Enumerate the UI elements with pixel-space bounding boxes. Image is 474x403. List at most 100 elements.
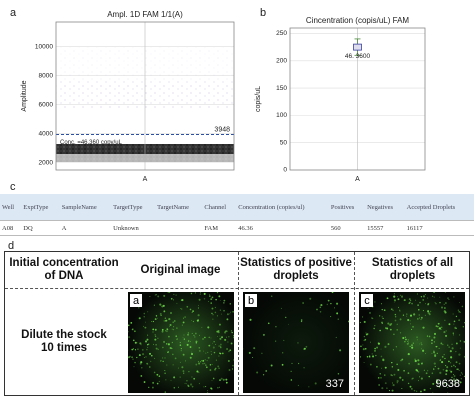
droplet — [457, 309, 460, 311]
column-header: Initial concentration of DNA — [9, 257, 119, 282]
droplet — [463, 375, 466, 378]
droplet — [206, 360, 208, 362]
droplet — [438, 347, 440, 349]
droplet — [401, 379, 404, 381]
droplet — [384, 382, 387, 385]
droplet — [171, 328, 173, 330]
droplet — [396, 296, 399, 298]
droplet — [218, 367, 220, 370]
droplet — [434, 302, 436, 304]
droplet — [196, 370, 199, 373]
droplet — [428, 313, 431, 316]
droplet — [445, 369, 448, 372]
droplet — [149, 352, 151, 355]
droplet — [175, 335, 178, 337]
droplet — [407, 339, 409, 341]
droplet — [209, 369, 212, 371]
droplet — [138, 307, 140, 309]
droplet — [337, 318, 339, 320]
droplet — [417, 363, 420, 366]
droplet — [393, 373, 396, 376]
droplet — [218, 295, 221, 298]
droplet — [248, 351, 251, 354]
droplet — [456, 379, 459, 381]
droplet — [446, 383, 448, 386]
droplet — [404, 340, 406, 343]
droplet — [460, 378, 462, 380]
droplet — [396, 382, 398, 384]
background — [243, 292, 349, 393]
droplet — [168, 335, 170, 338]
droplet — [393, 295, 396, 298]
droplet — [160, 314, 162, 316]
micrograph: b 337 — [241, 285, 355, 398]
droplet — [143, 316, 145, 318]
droplet — [183, 372, 185, 374]
droplet — [393, 301, 395, 303]
droplet — [364, 347, 367, 350]
droplet — [189, 340, 191, 342]
droplet — [209, 294, 211, 296]
droplet — [381, 387, 384, 390]
droplet — [433, 368, 435, 370]
droplet — [231, 368, 234, 370]
droplet — [212, 377, 215, 380]
droplet — [219, 309, 221, 311]
droplet — [226, 318, 229, 321]
droplet — [440, 306, 443, 309]
droplet — [136, 356, 138, 359]
droplet — [162, 346, 164, 349]
droplet — [200, 292, 202, 294]
droplet — [459, 374, 461, 376]
droplet — [403, 299, 406, 302]
droplet — [217, 330, 220, 332]
droplet — [401, 358, 404, 361]
droplet — [327, 299, 330, 302]
droplet — [418, 371, 420, 373]
droplet — [452, 334, 454, 336]
droplet — [379, 329, 381, 332]
droplet — [232, 311, 234, 313]
table-cell: A — [59, 220, 112, 236]
droplet — [418, 308, 420, 311]
droplet — [441, 361, 444, 364]
droplet — [399, 318, 402, 321]
charts: a b c Ampl. 1D FAM 1/1(A)Amplitude200040… — [10, 7, 426, 192]
droplet — [181, 366, 184, 369]
header-cell: Concentration (copies/ul) — [236, 194, 329, 221]
droplet — [172, 364, 174, 366]
droplet — [408, 302, 410, 304]
droplet — [203, 350, 205, 352]
droplet — [458, 311, 460, 313]
droplet — [393, 333, 395, 335]
droplet — [408, 362, 410, 365]
droplet — [458, 319, 461, 322]
droplet — [366, 333, 369, 335]
droplet — [387, 343, 390, 346]
droplet — [444, 357, 446, 360]
droplet — [184, 382, 186, 384]
background — [359, 292, 465, 393]
droplet — [409, 320, 411, 322]
droplet — [226, 348, 229, 350]
droplet — [131, 348, 133, 351]
droplet — [411, 302, 413, 305]
droplet — [455, 315, 458, 318]
droplet — [229, 349, 232, 352]
droplet — [415, 299, 417, 301]
droplet — [194, 336, 196, 338]
droplet — [380, 355, 383, 358]
droplet — [180, 308, 182, 309]
droplet — [454, 366, 456, 368]
droplet — [145, 340, 148, 343]
droplet — [429, 310, 432, 313]
droplet — [164, 391, 167, 393]
droplet — [420, 342, 422, 344]
droplet — [201, 326, 203, 328]
droplet — [197, 360, 200, 363]
droplet — [436, 352, 438, 355]
droplet — [179, 344, 182, 346]
droplet — [370, 341, 371, 343]
droplet — [131, 356, 133, 359]
table-cell: 46.36 — [236, 220, 329, 236]
